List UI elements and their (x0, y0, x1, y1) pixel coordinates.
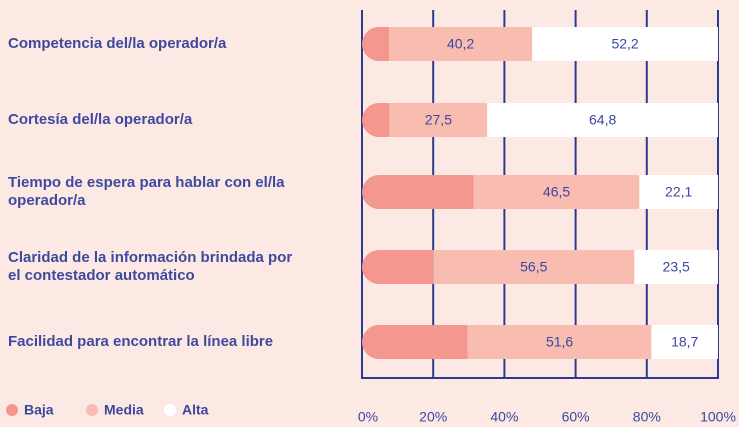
bar-segment (362, 175, 474, 209)
bar-segment (362, 325, 468, 359)
legend-label: Alta (182, 402, 209, 418)
category-label: Tiempo de espera para hablar con el/la o… (8, 174, 285, 209)
bar-segment (362, 103, 390, 137)
value-label: 52,2 (611, 36, 638, 52)
bar-segment (634, 250, 718, 284)
bar-segment (467, 325, 652, 359)
x-tick-label: 0% (358, 409, 378, 425)
bar-segment (362, 27, 390, 61)
legend-label: Baja (24, 402, 54, 418)
value-label: 40,2 (447, 36, 474, 52)
bar-segment (532, 27, 718, 61)
category-label: Claridad de la información brindada por … (8, 249, 293, 284)
legend-swatch (6, 404, 18, 416)
legend-swatch (164, 404, 176, 416)
value-label: 51,6 (546, 334, 573, 350)
value-label: 46,5 (543, 184, 570, 200)
bar-segment (433, 250, 635, 284)
value-label: 64,8 (589, 112, 616, 128)
x-tick-label: 20% (419, 409, 447, 425)
value-label: 56,5 (520, 259, 547, 275)
category-label: Cortesía del/la operador/a (8, 111, 193, 128)
legend-label: Media (104, 402, 144, 418)
bar-segment (389, 103, 488, 137)
bar-segment (389, 27, 533, 61)
bar-segment (487, 103, 718, 137)
legend-swatch (86, 404, 98, 416)
x-tick-label: 100% (700, 409, 736, 425)
value-label: 23,5 (663, 259, 690, 275)
category-label: Facilidad para encontrar la línea libre (8, 333, 274, 350)
category-label: Competencia del/la operador/a (8, 35, 227, 52)
bar-segment (362, 250, 434, 284)
value-label: 22,1 (665, 184, 692, 200)
bar-segment (651, 325, 718, 359)
x-tick-label: 80% (633, 409, 661, 425)
x-tick-label: 60% (562, 409, 590, 425)
bar-segment (473, 175, 640, 209)
bar-segment (639, 175, 718, 209)
x-tick-label: 40% (490, 409, 518, 425)
value-label: 18,7 (671, 334, 698, 350)
value-label: 27,5 (425, 112, 452, 128)
